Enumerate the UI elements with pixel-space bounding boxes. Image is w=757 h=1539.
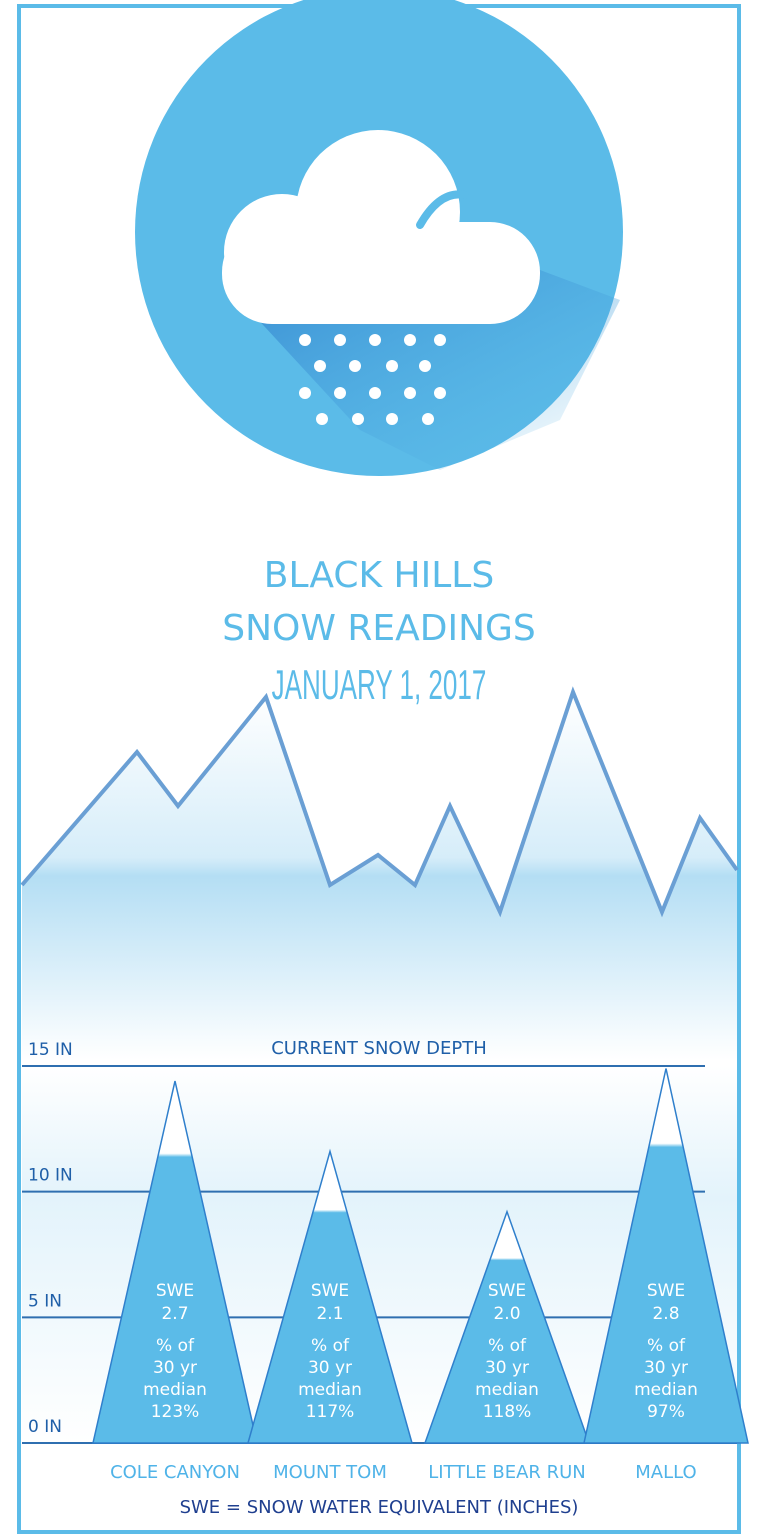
median-label: median (634, 1380, 698, 1400)
swe-value: 2.8 (652, 1304, 679, 1324)
swe-value: 2.1 (316, 1304, 343, 1324)
swe-value: 2.0 (493, 1304, 520, 1324)
x-tick-label: MOUNT TOM (273, 1462, 387, 1483)
axis-label: CURRENT SNOW DEPTH (271, 1038, 487, 1059)
x-tick-label: MALLO (635, 1462, 696, 1483)
y-tick-label: 15 IN (28, 1040, 73, 1060)
median-label: 30 yr (485, 1358, 529, 1378)
median-label: % of (647, 1336, 686, 1356)
swe-label: SWE (647, 1281, 685, 1301)
title-line: BLACK HILLS (264, 555, 494, 596)
y-tick-label: 5 IN (28, 1291, 62, 1311)
median-label: median (143, 1380, 207, 1400)
median-label: 30 yr (644, 1358, 688, 1378)
x-tick-label: LITTLE BEAR RUN (428, 1462, 586, 1483)
weather-icon (135, 0, 623, 476)
infographic: BLACK HILLS SNOW READINGS JANUARY 1, 201… (0, 0, 757, 1539)
median-percent: 97% (647, 1402, 685, 1422)
subtitle: JANUARY 1, 2017 (272, 662, 487, 709)
swe-value: 2.7 (161, 1304, 188, 1324)
median-label: % of (488, 1336, 527, 1356)
background-mountains (22, 692, 737, 1060)
swe-label: SWE (156, 1281, 194, 1301)
swe-label: SWE (488, 1281, 526, 1301)
x-tick-label: COLE CANYON (110, 1462, 240, 1483)
y-tick-label: 0 IN (28, 1417, 62, 1437)
footnote: SWE = SNOW WATER EQUIVALENT (INCHES) (180, 1497, 579, 1518)
swe-label: SWE (311, 1281, 349, 1301)
median-label: 30 yr (308, 1358, 352, 1378)
median-label: % of (156, 1336, 195, 1356)
median-percent: 118% (483, 1402, 532, 1422)
median-label: 30 yr (153, 1358, 197, 1378)
median-percent: 123% (151, 1402, 200, 1422)
y-tick-label: 10 IN (28, 1166, 73, 1186)
median-percent: 117% (306, 1402, 355, 1422)
median-label: % of (311, 1336, 350, 1356)
median-label: median (298, 1380, 362, 1400)
median-label: median (475, 1380, 539, 1400)
title-line: SNOW READINGS (222, 608, 536, 649)
